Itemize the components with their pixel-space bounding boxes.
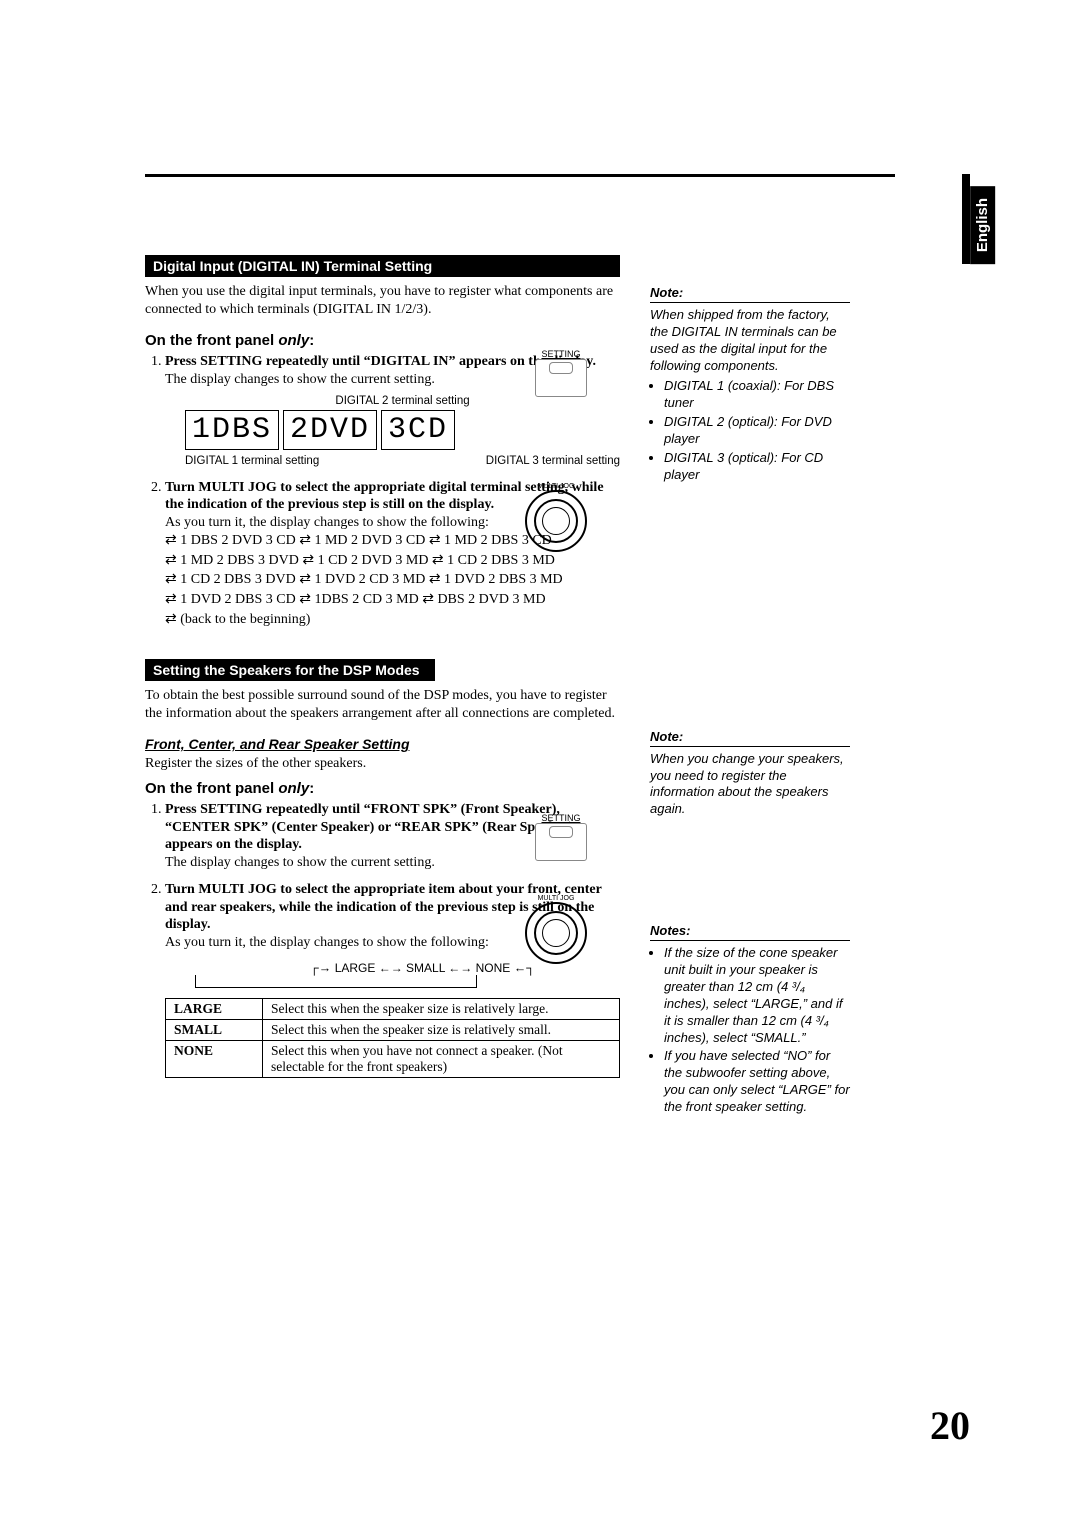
- cell-small-key: SMALL: [166, 1020, 263, 1041]
- note1-body: When shipped from the factory, the DIGIT…: [650, 307, 837, 373]
- note1-head: Note:: [650, 285, 850, 303]
- subhead2-prefix: On the front panel: [145, 780, 278, 797]
- s2-step2-body: As you turn it, the display changes to s…: [165, 935, 489, 950]
- subhead-prefix: On the front panel: [145, 332, 278, 349]
- speaker-size-table: LARGE Select this when the speaker size …: [165, 998, 620, 1078]
- cell-none-desc: Select this when you have not connect a …: [263, 1041, 620, 1078]
- setting-button-icon-2: SETTING: [535, 813, 587, 861]
- s2-step1-title: Press SETTING repeatedly until “FRONT SP…: [165, 802, 573, 852]
- s1-step2-body: As you turn it, the display changes to s…: [165, 515, 489, 530]
- subhead-only: only: [278, 332, 309, 349]
- side-notch: [962, 174, 970, 264]
- front-panel-subhead-1: On the front panel only:: [145, 332, 620, 349]
- multi-jog-icon-2: MULTI JOG: [525, 895, 587, 964]
- seq-line-4: ⇄ (back to the beginning): [165, 610, 620, 630]
- cell-large-key: LARGE: [166, 999, 263, 1020]
- table-row: NONE Select this when you have not conne…: [166, 1041, 620, 1078]
- seg-3cd: 3CD: [381, 410, 455, 450]
- cell-large-desc: Select this when the speaker size is rel…: [263, 999, 620, 1020]
- setting-button-icon-1: SETTING: [535, 349, 587, 397]
- seq-line-3: ⇄ 1 DVD 2 DBS 3 CD ⇄ 1DBS 2 CD 3 MD ⇄ DB…: [165, 590, 620, 610]
- front-panel-subhead-2: On the front panel only:: [145, 780, 620, 797]
- notes-column: Note: When shipped from the factory, the…: [650, 255, 850, 1146]
- seg-2dvd: 2DVD: [283, 410, 377, 450]
- manual-page: English Digital Input (DIGITAL IN) Termi…: [0, 0, 1080, 1529]
- section-digital-header: Digital Input (DIGITAL IN) Terminal Sett…: [145, 255, 620, 277]
- jog-label-2: MULTI JOG: [525, 895, 587, 902]
- note1-item-2: DIGITAL 3 (optical): For CD player: [664, 450, 850, 484]
- note1-item-1: DIGITAL 2 (optical): For DVD player: [664, 414, 850, 448]
- table-row: LARGE Select this when the speaker size …: [166, 999, 620, 1020]
- cycle-text: LARGE ←→ SMALL ←→ NONE: [335, 961, 511, 975]
- seq-line-2: ⇄ 1 CD 2 DBS 3 DVD ⇄ 1 DVD 2 CD 3 MD ⇄ 1…: [165, 570, 620, 590]
- cycle-loop-line: [195, 975, 477, 988]
- section2-intro: To obtain the best possible surround sou…: [145, 687, 620, 722]
- note3-item-1: If you have selected “NO” for the subwoo…: [664, 1048, 850, 1116]
- seq-line-1: ⇄ 1 MD 2 DBS 3 DVD ⇄ 1 CD 2 DVD 3 MD ⇄ 1…: [165, 551, 620, 571]
- note-2: Note: When you change your speakers, you…: [650, 729, 850, 818]
- s1-step1-title: Press SETTING repeatedly until “DIGITAL …: [165, 354, 596, 369]
- seg-label-right: DIGITAL 3 terminal setting: [486, 454, 620, 468]
- setting-label: SETTING: [535, 349, 587, 359]
- note2-head: Note:: [650, 729, 850, 747]
- note3-item-0: If the size of the cone speaker unit bui…: [664, 945, 850, 1046]
- top-rule: [145, 174, 895, 177]
- subhead2-only: only: [278, 780, 309, 797]
- note2-body: When you change your speakers, you need …: [650, 751, 844, 817]
- s1-step1-body: The display changes to show the current …: [165, 372, 435, 387]
- multi-jog-icon-1: MULTI JOG: [525, 483, 587, 552]
- table-row: SMALL Select this when the speaker size …: [166, 1020, 620, 1041]
- note1-item-0: DIGITAL 1 (coaxial): For DBS tuner: [664, 378, 850, 412]
- speaker-italic-body: Register the sizes of the other speakers…: [145, 756, 620, 772]
- language-tab: English: [970, 186, 995, 264]
- s2-step1-body: The display changes to show the current …: [165, 855, 435, 870]
- note-3: Notes: If the size of the cone speaker u…: [650, 923, 850, 1116]
- note-1: Note: When shipped from the factory, the…: [650, 285, 850, 484]
- main-column: Digital Input (DIGITAL IN) Terminal Sett…: [145, 255, 620, 1146]
- section-speaker-header: Setting the Speakers for the DSP Modes: [145, 659, 435, 681]
- jog-label: MULTI JOG: [525, 483, 587, 490]
- cell-small-desc: Select this when the speaker size is rel…: [263, 1020, 620, 1041]
- segment-displays: 1DBS 2DVD 3CD: [185, 410, 620, 450]
- page-number: 20: [930, 1402, 970, 1449]
- setting-label-2: SETTING: [535, 813, 587, 823]
- cell-none-key: NONE: [166, 1041, 263, 1078]
- speaker-italic-head: Front, Center, and Rear Speaker Setting: [145, 736, 620, 752]
- section1-intro: When you use the digital input terminals…: [145, 283, 620, 318]
- seg-1dbs: 1DBS: [185, 410, 279, 450]
- note3-head: Notes:: [650, 923, 850, 941]
- seg-label-left: DIGITAL 1 terminal setting: [185, 454, 319, 468]
